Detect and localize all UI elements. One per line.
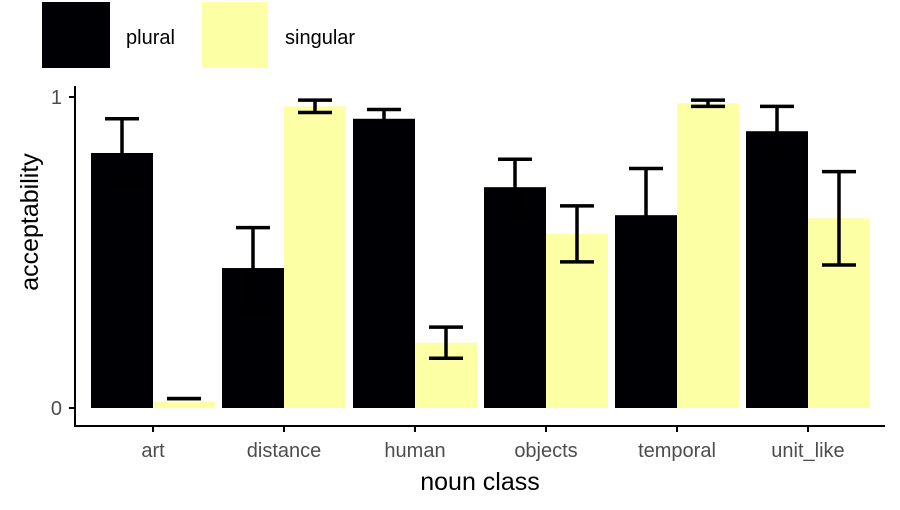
- legend-swatch-singular: [202, 2, 268, 68]
- bar-singular-distance: [284, 106, 346, 408]
- error-bar-plural-objects: [498, 157, 532, 214]
- bar-plural-human: [353, 118, 415, 409]
- legend-label-plural: plural: [126, 27, 175, 49]
- bar-singular-temporal: [677, 103, 739, 408]
- x-tick-label: objects: [514, 440, 577, 462]
- error-bar-plural-temporal: [629, 166, 663, 258]
- axes: [74, 86, 885, 427]
- x-tick-label: temporal: [638, 440, 716, 462]
- bar-singular-art: [153, 401, 215, 408]
- x-tick-label: human: [384, 440, 445, 462]
- x-tick-label: unit_like: [771, 440, 844, 462]
- error-bar-singular-human: [429, 325, 463, 360]
- x-axis-title: noun class: [420, 468, 540, 496]
- error-bar-plural-art: [105, 117, 139, 180]
- y-tick-label: 1: [51, 87, 62, 109]
- bar-plural-unit_like: [746, 131, 808, 408]
- x-tick-label: art: [141, 440, 165, 462]
- error-bar-singular-distance: [298, 98, 332, 115]
- error-bar-plural-unit_like: [760, 104, 794, 155]
- error-bar-singular-objects: [560, 204, 594, 264]
- legend-label-singular: singular: [285, 27, 355, 49]
- bar-plural-objects: [484, 187, 546, 408]
- error-bar-singular-temporal: [691, 98, 725, 109]
- error-bar-plural-human: [367, 107, 401, 130]
- x-tick-label: distance: [247, 440, 322, 462]
- x-ticks: art distance human objects temporal unit_like: [141, 426, 845, 462]
- bars-group: [91, 103, 870, 409]
- bar-plural-art: [91, 152, 153, 408]
- y-ticks: 01: [51, 87, 75, 420]
- y-tick-label: 0: [51, 398, 62, 420]
- error-bar-plural-distance: [236, 225, 270, 308]
- legend: plural singular: [42, 2, 355, 68]
- legend-swatch-plural: [42, 2, 110, 68]
- error-bar-singular-unit_like: [822, 169, 856, 267]
- error-bars-group: [105, 98, 856, 401]
- y-axis-title: acceptability: [16, 153, 44, 291]
